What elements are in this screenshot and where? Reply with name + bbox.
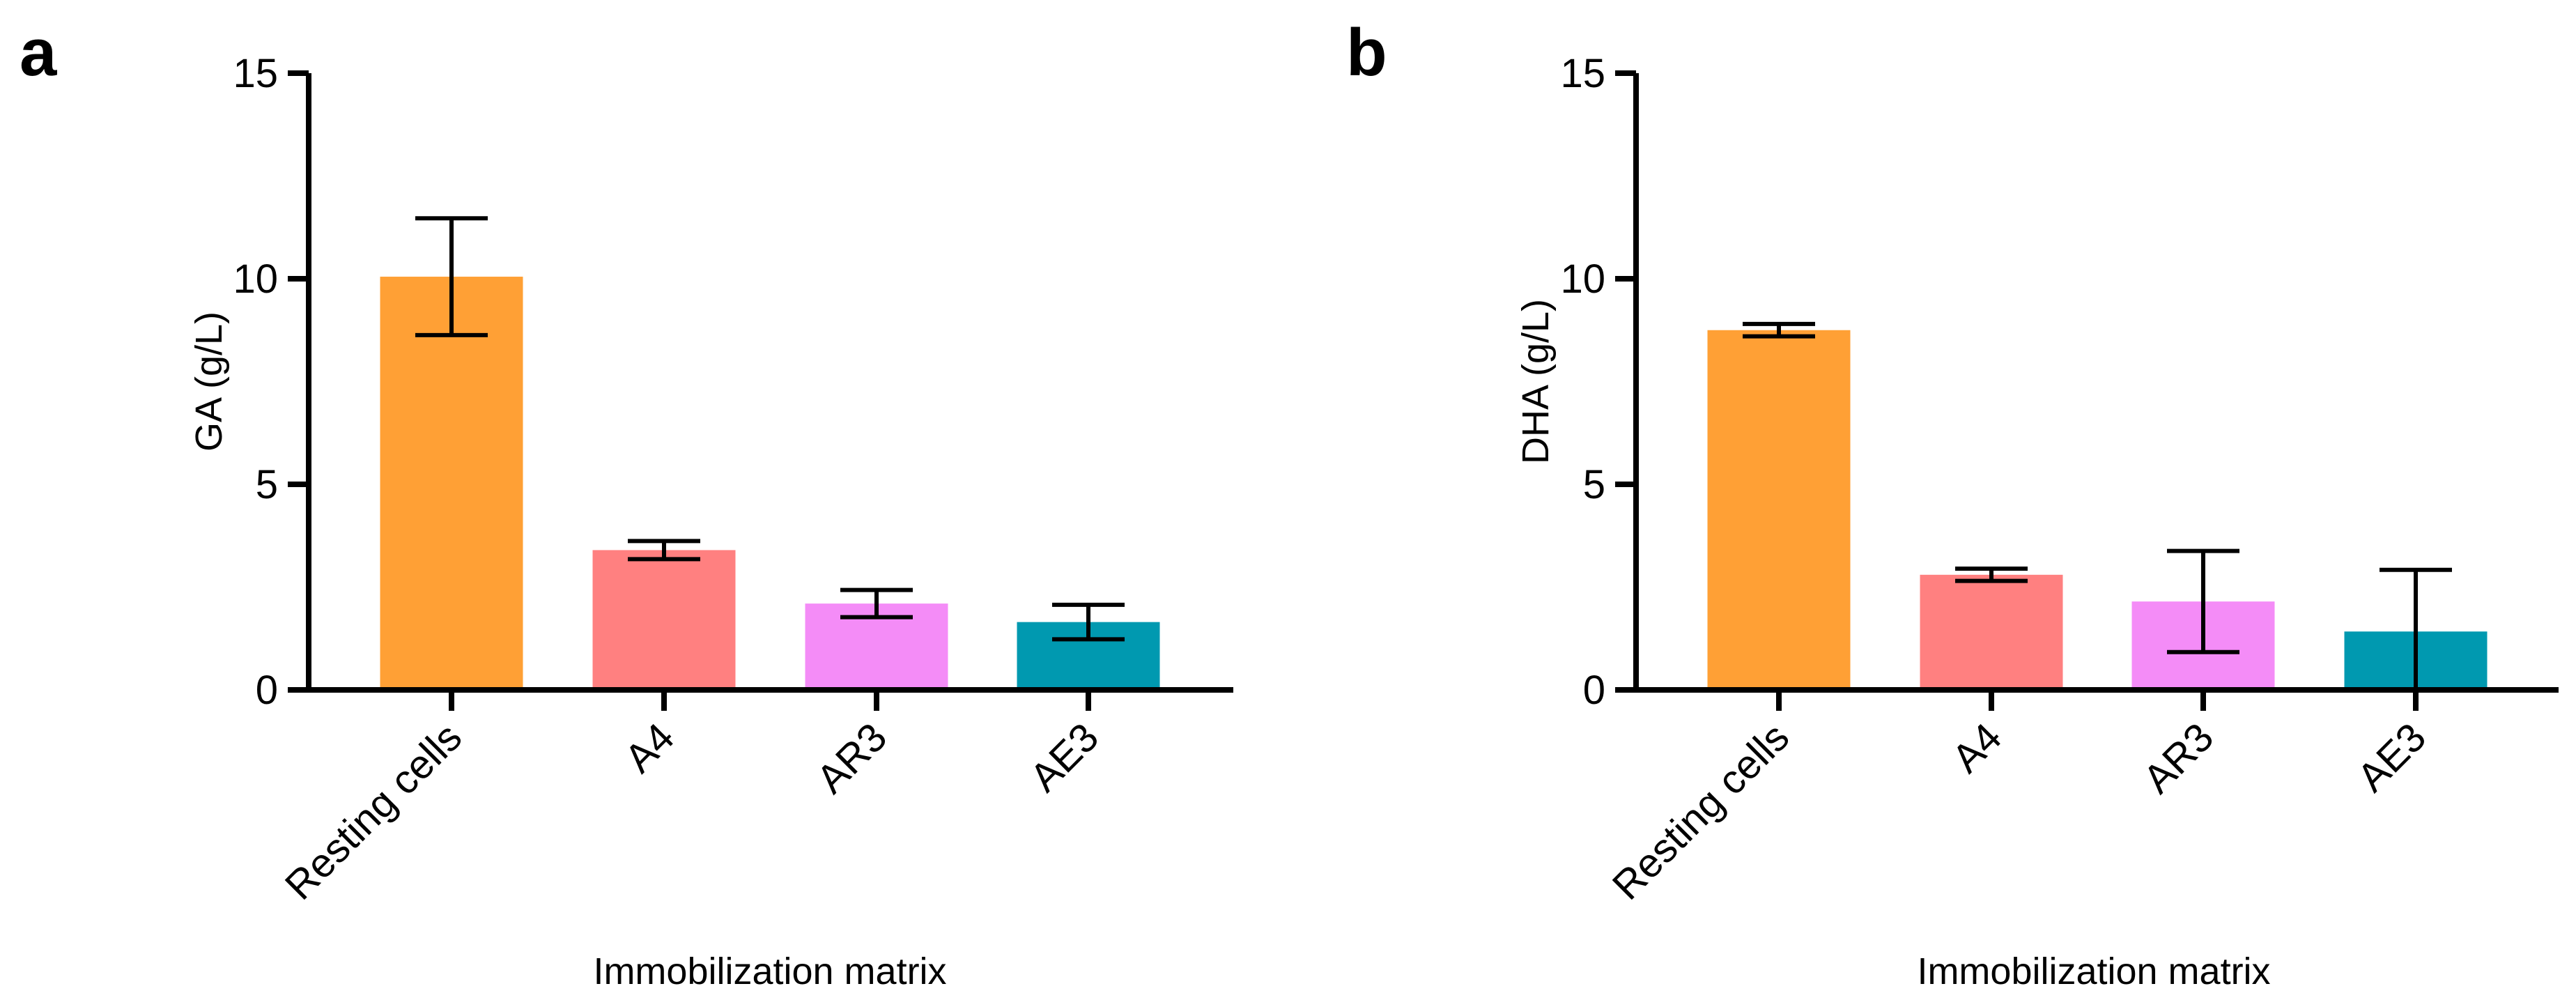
x-tick-label: A4 [1943,714,2010,781]
chart-panel-b: b Resting cells A4 AR3 AE3 0 5 10 15 DHA (g/L) Imm… [1346,15,2559,992]
x-tick-label: Resting cells [1604,714,1798,908]
x-tick-label: A4 [616,714,683,781]
y-tick-label: 0 [1583,668,1605,713]
x-tick-label: AE3 [1021,714,1107,800]
x-tick-label: AR3 [2134,714,2222,802]
x-axis-title: Immobilization matrix [593,951,946,992]
chart-panel-a: a Resting cells A4 AR3 AE3 0 5 10 15 GA (g/L) Immo… [20,15,1233,992]
y-tick-label: 15 [1560,51,1605,96]
y-tick-label: 10 [233,256,278,302]
x-tick-label: AE3 [2349,714,2435,800]
bar-resting-cells [380,277,523,690]
panel-letter: b [1346,15,1387,90]
y-tick-label: 0 [256,668,278,713]
x-tick-label: Resting cells [277,714,470,908]
y-axis-title: GA (g/L) [188,311,230,452]
bar-a4 [1920,574,2063,690]
x-axis-title: Immobilization matrix [1917,951,2270,992]
bar-resting-cells [1707,330,1851,690]
x-tick-label: AR3 [808,714,895,802]
y-tick-label: 10 [1560,256,1605,302]
panel-letter: a [20,15,57,90]
y-tick-label: 15 [233,51,278,96]
y-tick-label: 5 [256,462,278,507]
y-axis-title: DHA (g/L) [1515,299,1557,464]
bar-a4 [592,550,736,690]
y-tick-label: 5 [1583,462,1605,507]
